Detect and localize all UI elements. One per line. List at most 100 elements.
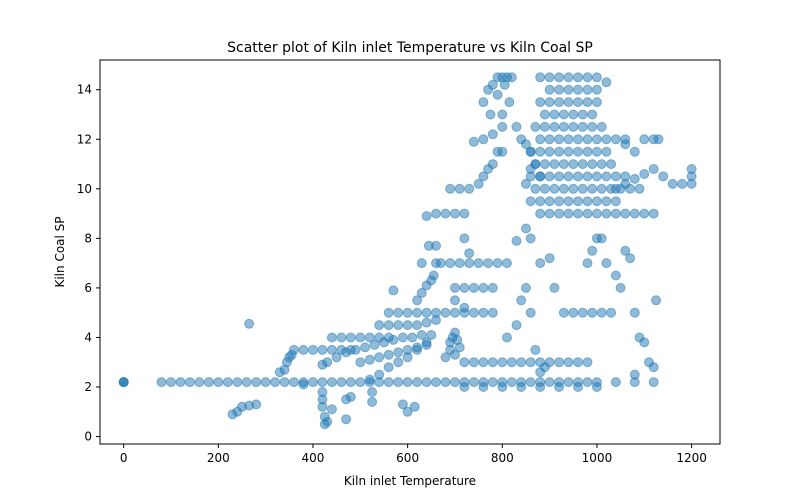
- data-point: [525, 357, 536, 368]
- data-point: [530, 183, 541, 194]
- data-point: [412, 320, 423, 331]
- data-point: [535, 97, 546, 108]
- data-point: [331, 352, 342, 363]
- data-point: [450, 208, 460, 219]
- y-axis-label: Kiln Coal SP: [53, 216, 67, 287]
- data-point: [502, 332, 512, 343]
- data-point: [454, 342, 465, 353]
- data-point: [591, 146, 602, 157]
- chart-title: Scatter plot of Kiln inlet Temperature v…: [227, 40, 593, 56]
- data-point: [478, 357, 489, 368]
- data-point: [487, 79, 498, 90]
- data-point: [468, 307, 479, 318]
- data-point: [620, 139, 631, 150]
- x-tick-label: 200: [207, 451, 230, 465]
- data-point: [568, 307, 579, 318]
- data-point: [629, 369, 640, 380]
- data-point: [407, 332, 418, 343]
- data-point: [326, 377, 337, 388]
- data-point: [459, 208, 470, 219]
- data-point: [639, 208, 650, 219]
- data-point: [587, 159, 598, 170]
- data-point: [450, 295, 460, 306]
- y-tick-label: 10: [77, 182, 92, 196]
- data-point: [459, 302, 470, 313]
- data-point: [596, 183, 607, 194]
- data-point: [634, 183, 645, 194]
- data-point: [596, 121, 607, 132]
- data-point: [539, 159, 550, 170]
- data-point: [591, 208, 602, 219]
- data-point: [535, 208, 546, 219]
- data-point: [648, 377, 659, 388]
- data-point: [596, 233, 607, 244]
- data-point: [554, 208, 565, 219]
- data-point: [374, 352, 385, 363]
- data-point: [577, 159, 588, 170]
- data-point: [558, 183, 569, 194]
- data-point: [620, 171, 631, 182]
- data-point: [355, 357, 366, 368]
- data-point: [535, 134, 546, 145]
- data-point: [549, 282, 560, 293]
- data-point: [587, 183, 598, 194]
- data-point: [364, 374, 375, 385]
- data-point: [364, 332, 375, 343]
- data-point: [397, 399, 408, 410]
- data-point: [317, 377, 328, 388]
- plot-area: [99, 59, 721, 445]
- x-tick-label: 1000: [582, 451, 613, 465]
- data-point: [497, 382, 508, 392]
- data-point: [383, 320, 394, 331]
- data-point: [549, 159, 560, 170]
- data-point: [601, 171, 612, 182]
- data-point: [525, 377, 536, 388]
- data-point: [459, 282, 470, 293]
- data-point: [393, 320, 404, 331]
- data-point: [440, 377, 451, 388]
- data-point: [445, 183, 456, 194]
- data-point: [421, 307, 432, 318]
- data-point: [568, 159, 579, 170]
- data-point: [308, 377, 318, 388]
- y-tick-label: 8: [84, 231, 92, 245]
- data-point: [591, 72, 602, 83]
- data-point: [577, 307, 588, 318]
- data-point: [535, 382, 546, 392]
- data-point: [573, 196, 583, 207]
- data-point: [355, 332, 366, 343]
- data-point: [402, 307, 413, 318]
- data-point: [610, 377, 621, 388]
- data-point: [364, 354, 375, 365]
- data-point: [582, 208, 593, 219]
- data-point: [606, 183, 617, 194]
- data-point: [653, 134, 664, 145]
- data-point: [629, 173, 640, 184]
- data-point: [601, 208, 612, 219]
- data-point: [317, 401, 328, 412]
- data-point: [582, 146, 593, 157]
- data-point: [289, 377, 299, 388]
- data-point: [506, 377, 517, 388]
- data-point: [336, 332, 347, 343]
- y-tick-label: 4: [84, 330, 92, 344]
- data-point: [610, 208, 621, 219]
- y-tick-label: 12: [77, 132, 92, 146]
- data-point: [539, 183, 550, 194]
- data-point: [326, 332, 337, 343]
- data-point: [568, 121, 579, 132]
- x-tick-label: 400: [302, 451, 325, 465]
- data-point: [587, 307, 598, 318]
- data-point: [487, 159, 498, 170]
- data-point: [454, 258, 465, 269]
- data-point: [563, 84, 574, 95]
- data-point: [435, 258, 446, 269]
- data-point: [369, 339, 380, 350]
- data-point: [591, 382, 602, 392]
- data-point: [544, 377, 555, 388]
- data-point: [416, 287, 427, 298]
- data-point: [525, 171, 536, 182]
- data-point: [539, 109, 550, 120]
- data-point: [459, 382, 470, 392]
- data-point: [629, 146, 640, 157]
